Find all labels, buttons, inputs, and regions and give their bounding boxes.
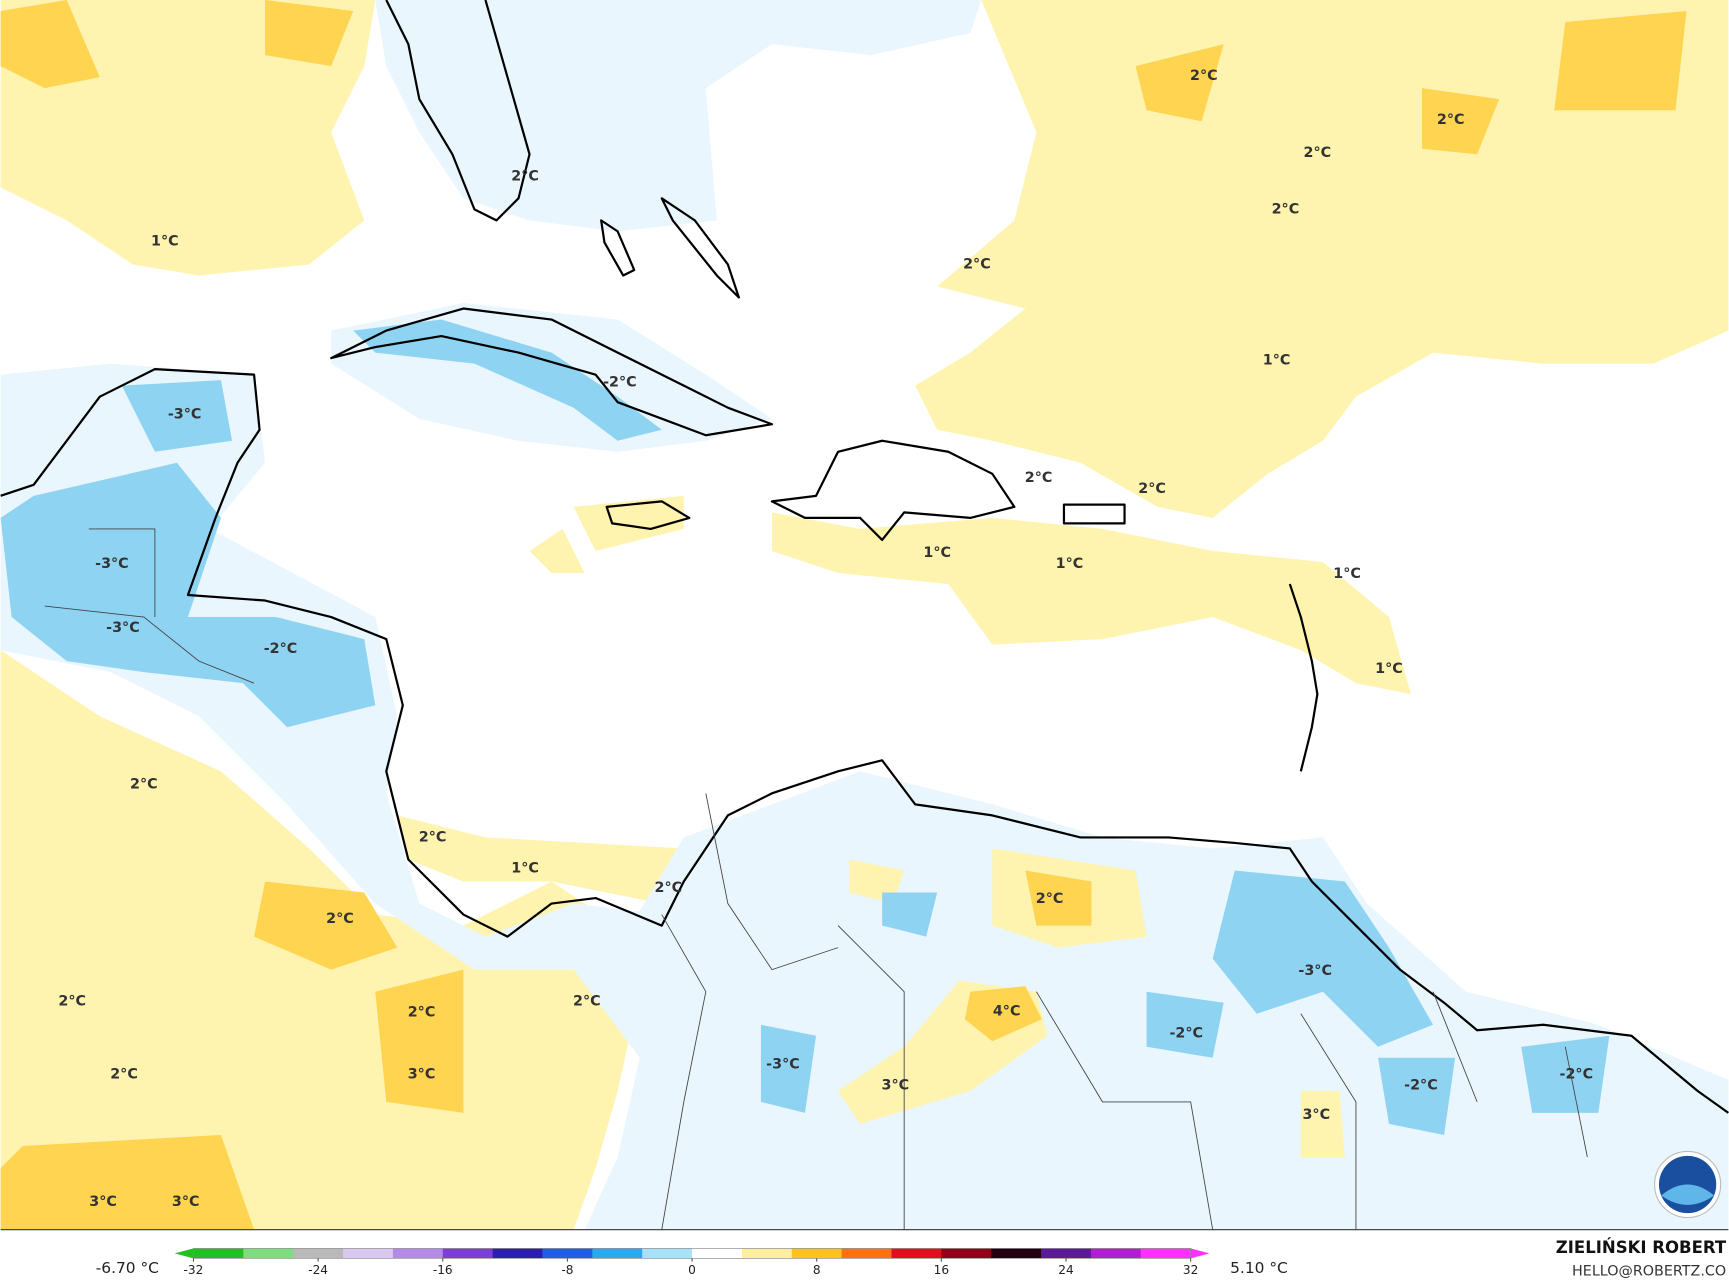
- contour-label: 2°C: [1304, 145, 1332, 161]
- contour-label: 3°C: [89, 1194, 117, 1210]
- contour-label: 2°C: [1272, 201, 1300, 217]
- credit-email: HELLO@ROBERTZ.CO: [1572, 1264, 1726, 1280]
- contour-label: -3°C: [106, 620, 140, 636]
- contour-label: 2°C: [58, 994, 86, 1010]
- colorbar-arrow-right: [1190, 1248, 1210, 1259]
- colorbar-segment: [1140, 1248, 1192, 1259]
- contour-label: -3°C: [1298, 963, 1332, 979]
- min-value: -6.70 °C: [96, 1259, 159, 1277]
- contour-label: 3°C: [172, 1194, 200, 1210]
- colorbar-segment: [442, 1248, 494, 1259]
- contour-label: 4°C: [993, 1004, 1021, 1020]
- coastlines: [0, 0, 1729, 1114]
- colorbar-segment: [492, 1248, 544, 1259]
- contour-label: 2°C: [408, 1005, 436, 1021]
- contour-label: 2°C: [963, 256, 991, 272]
- colorbar-tick-label: 8: [813, 1263, 821, 1277]
- colorbar-segment: [343, 1248, 394, 1259]
- credit-name: ZIELIŃSKI ROBERT: [1556, 1238, 1727, 1257]
- contour-label: 2°C: [419, 829, 447, 845]
- contour-label: 2°C: [1036, 891, 1064, 907]
- colorbar-tick-label: 0: [688, 1263, 696, 1277]
- contour-label: -2°C: [603, 374, 637, 390]
- contour-label: 2°C: [573, 994, 601, 1010]
- colorbar-segment: [592, 1248, 643, 1259]
- contour-label: 2°C: [1437, 112, 1465, 128]
- max-value: 5.10 °C: [1230, 1259, 1288, 1277]
- contour-label: 2°C: [110, 1066, 138, 1082]
- contour-labels: 2°C 2°C 2°C 2°C 2°C 1°C 2°C 1°C -3°C -2°C 2°C 2°C 1°…: [58, 68, 1593, 1210]
- colorbar-arrow-left: [174, 1248, 194, 1259]
- colorbar-segment: [791, 1248, 843, 1259]
- contour-label: -2°C: [1404, 1077, 1438, 1093]
- colorbar-segment: [1090, 1248, 1142, 1259]
- colorbar-tick-label: 16: [934, 1263, 949, 1277]
- contour-label: 2°C: [326, 911, 354, 927]
- contour-label: -3°C: [95, 556, 129, 572]
- colorbar-segment: [542, 1248, 593, 1259]
- contour-label: 2°C: [1138, 481, 1166, 497]
- colorbar-tick-label: 24: [1058, 1263, 1074, 1277]
- colorbar-tick-label: -24: [308, 1263, 328, 1277]
- colorbar-segment: [243, 1248, 294, 1259]
- colorbar-segment: [293, 1248, 344, 1259]
- colorbar-segment: [692, 1248, 743, 1259]
- contour-label: 2°C: [130, 777, 158, 793]
- colorbar-tick-label: 32: [1183, 1263, 1198, 1277]
- contour-label: 1°C: [923, 545, 951, 561]
- colorbar-segment: [392, 1248, 444, 1259]
- contour-label: -2°C: [264, 641, 298, 657]
- contour-label: -2°C: [1169, 1026, 1203, 1042]
- contour-label: 3°C: [1302, 1107, 1330, 1123]
- colorbar-segment: [642, 1248, 693, 1259]
- colorbar-tick-label: -32: [184, 1263, 204, 1277]
- contour-label: 1°C: [1056, 556, 1084, 572]
- contour-label: 1°C: [1375, 661, 1403, 677]
- colorbar-segment: [1041, 1248, 1092, 1259]
- colorbar-segment: [941, 1248, 992, 1259]
- colorbar-segment: [991, 1248, 1042, 1259]
- colorbar: -32 -24 -16 -8 0 8 16 24 32: [174, 1248, 1210, 1277]
- contour-label: -3°C: [766, 1056, 800, 1072]
- colorbar-segment: [741, 1248, 793, 1259]
- contour-label: 1°C: [1333, 566, 1361, 582]
- contour-label: 2°C: [1025, 470, 1053, 486]
- contour-label: 1°C: [511, 860, 539, 876]
- colorbar-segment: [891, 1248, 942, 1259]
- contour-label: 1°C: [1263, 352, 1291, 368]
- colorbar-segment: [841, 1248, 893, 1259]
- colorbar-tick-label: -16: [433, 1263, 453, 1277]
- contour-label: 2°C: [1190, 68, 1218, 84]
- anomaly-fill: [0, 0, 1729, 1230]
- contour-label: -2°C: [1560, 1066, 1594, 1082]
- colorbar-tick-label: -8: [561, 1263, 573, 1277]
- contour-label: 1°C: [151, 233, 179, 249]
- contour-label: 3°C: [408, 1066, 436, 1082]
- contour-label: 2°C: [655, 880, 683, 896]
- contour-label: -3°C: [168, 406, 202, 422]
- contour-label: 3°C: [882, 1077, 910, 1093]
- colorbar-segment: [193, 1248, 244, 1259]
- contour-label: 2°C: [511, 168, 539, 184]
- noaa-logo: [1653, 1150, 1722, 1219]
- borders: [44, 528, 1588, 1230]
